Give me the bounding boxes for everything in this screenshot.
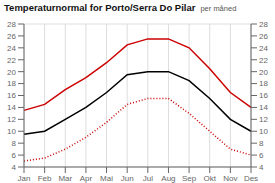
svg-text:14: 14: [259, 103, 267, 112]
svg-text:28: 28: [259, 20, 267, 29]
svg-text:28: 28: [8, 20, 17, 29]
svg-text:Mai: Mai: [100, 174, 113, 183]
svg-text:Aug: Aug: [161, 174, 175, 183]
svg-text:22: 22: [259, 56, 267, 65]
svg-text:10: 10: [8, 127, 17, 136]
svg-text:20: 20: [8, 68, 17, 77]
svg-text:16: 16: [259, 91, 267, 100]
svg-text:Mar: Mar: [58, 174, 72, 183]
svg-text:Okt: Okt: [204, 174, 217, 183]
svg-text:18: 18: [259, 79, 267, 88]
svg-text:26: 26: [8, 32, 17, 41]
svg-text:24: 24: [259, 44, 267, 53]
svg-text:4: 4: [12, 163, 17, 172]
svg-text:Des: Des: [244, 174, 258, 183]
svg-text:Jul: Jul: [143, 174, 153, 183]
svg-text:12: 12: [259, 115, 267, 124]
svg-text:Apr: Apr: [80, 174, 93, 183]
svg-text:6: 6: [259, 151, 264, 160]
html-text:per måned: per måned: [200, 4, 237, 13]
svg-text:18: 18: [8, 79, 17, 88]
svg-text:12: 12: [8, 115, 17, 124]
svg-text:8: 8: [259, 139, 264, 148]
svg-text:6: 6: [12, 151, 17, 160]
svg-text:20: 20: [259, 68, 267, 77]
svg-text:10: 10: [259, 127, 267, 136]
svg-text:Jan: Jan: [18, 174, 31, 183]
svg-text:22: 22: [8, 56, 17, 65]
svg-text:26: 26: [259, 32, 267, 41]
svg-text:Jun: Jun: [121, 174, 134, 183]
svg-text:16: 16: [8, 91, 17, 100]
svg-text:24: 24: [8, 44, 17, 53]
svg-text:4: 4: [259, 163, 264, 172]
svg-text:14: 14: [8, 103, 17, 112]
html-text:Temperaturnormal for Porto/Ser: Temperaturnormal for Porto/Serra Do Pila…: [4, 2, 196, 13]
svg-text:Sep: Sep: [182, 174, 197, 183]
svg-text:Feb: Feb: [38, 174, 52, 183]
svg-text:Nov: Nov: [223, 174, 237, 183]
svg-text:8: 8: [12, 139, 17, 148]
